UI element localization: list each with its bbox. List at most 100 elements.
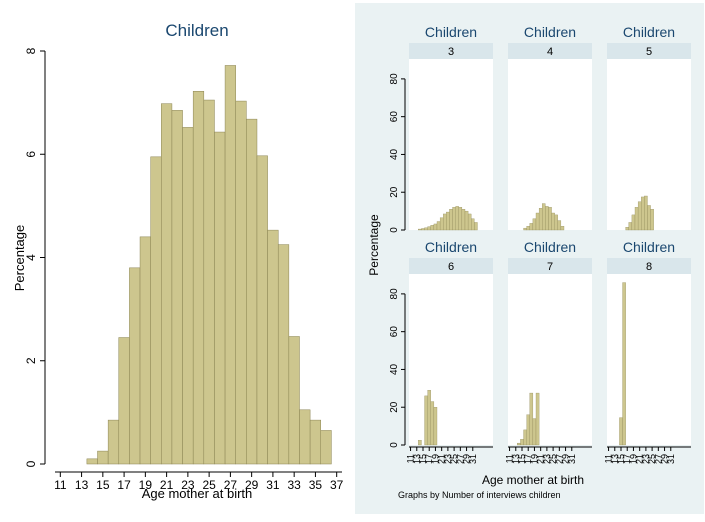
x-tick-label: 25 [449,454,459,464]
bar [97,450,109,465]
bar [139,236,151,465]
bar [458,207,463,231]
bar [535,212,540,231]
y-tick-label: 20 [389,186,400,198]
bar [118,337,130,465]
bar [436,221,441,231]
bar [203,99,215,465]
x-tick-label: 31 [567,454,577,464]
facet-label: 3 [448,46,454,58]
facet-strip [409,258,493,274]
bar [235,100,247,465]
bar [267,229,279,465]
x-tick-label: 23 [443,454,453,464]
bar [650,209,654,231]
bar [474,222,478,231]
facet-title: Children [623,239,675,255]
bar [625,227,629,231]
x-tick-label: 25 [202,478,216,492]
plot-area [508,274,592,445]
x-tick-label: 19 [529,454,539,464]
x-tick-label: 31 [266,478,280,492]
bar [246,118,258,465]
bar [517,442,521,446]
bar [430,225,435,231]
x-tick-label: 37 [330,478,344,492]
bar [622,282,626,446]
x-tick-label: 19 [430,454,440,464]
y-tick-label: 0 [24,460,38,467]
bar [427,390,431,446]
facet-strip [607,258,691,274]
facet-strip [508,43,592,59]
bar [452,207,456,231]
facet-label: 8 [646,261,652,273]
y-tick-label: 80 [389,73,400,85]
bar [288,336,300,465]
x-tick-label: 19 [139,478,153,492]
bar [529,392,534,446]
x-tick-label: 27 [224,478,238,492]
faceted-histograms: Children3020406080Children4Children5Chil… [355,3,704,514]
x-tick-label: 13 [610,454,620,464]
bar [430,401,435,446]
bar [418,440,422,446]
bar [520,439,524,446]
y-tick-label: 4 [24,254,38,261]
x-tick-label: 25 [548,454,558,464]
bar [551,212,555,231]
facet-strip [508,258,592,274]
plot-area [409,59,493,230]
x-tick-label: 15 [418,454,428,464]
bar [277,244,290,465]
facet-title: Children [425,239,477,255]
bar [171,110,183,465]
bar [433,223,438,231]
x-tick-label: 15 [96,478,110,492]
bar [467,213,472,231]
facet-strip [607,43,691,59]
left-histogram: 0 2 4 6 8 11 13 15 17 19 21 23 25 27 29 31 33 35 37 Childre… [12,21,344,501]
x-tick-label: 15 [517,454,527,464]
bar [309,419,321,465]
bar [644,195,648,231]
x-axis-title: Age mother at birth [482,473,584,487]
x-tick-label: 17 [523,454,533,464]
bar [560,226,565,231]
plot-area [607,274,691,445]
bar [182,127,194,465]
x-tick-label: 21 [437,454,447,464]
x-tick-label: 11 [505,454,515,463]
plot-area [607,59,691,230]
x-tick-label: 17 [622,454,632,464]
x-axis-title: Age mother at birth [142,486,253,501]
bar [619,417,623,446]
bar [439,217,444,231]
x-tick-label: 27 [455,454,465,464]
facet-label: 5 [646,46,652,58]
bar [421,228,425,231]
y-tick-label: 60 [389,111,400,123]
plot-area [409,274,493,445]
y-tick-label: 2 [24,357,38,364]
x-tick-label: 29 [561,454,571,464]
y-tick-label: 0 [389,227,400,233]
x-tick-label: 27 [653,454,663,464]
x-tick-label: 11 [604,454,614,463]
bar [129,267,141,465]
bar [637,201,642,231]
bar [548,207,552,231]
y-tick-label: 0 [389,442,400,448]
bar [554,214,558,231]
bar [320,430,332,465]
facet-title: Children [524,239,576,255]
x-tick-label: 31 [468,454,478,464]
bar [107,419,120,465]
y-tick-label: 20 [389,401,400,413]
y-tick-label: 60 [389,326,400,338]
bar [424,227,428,231]
